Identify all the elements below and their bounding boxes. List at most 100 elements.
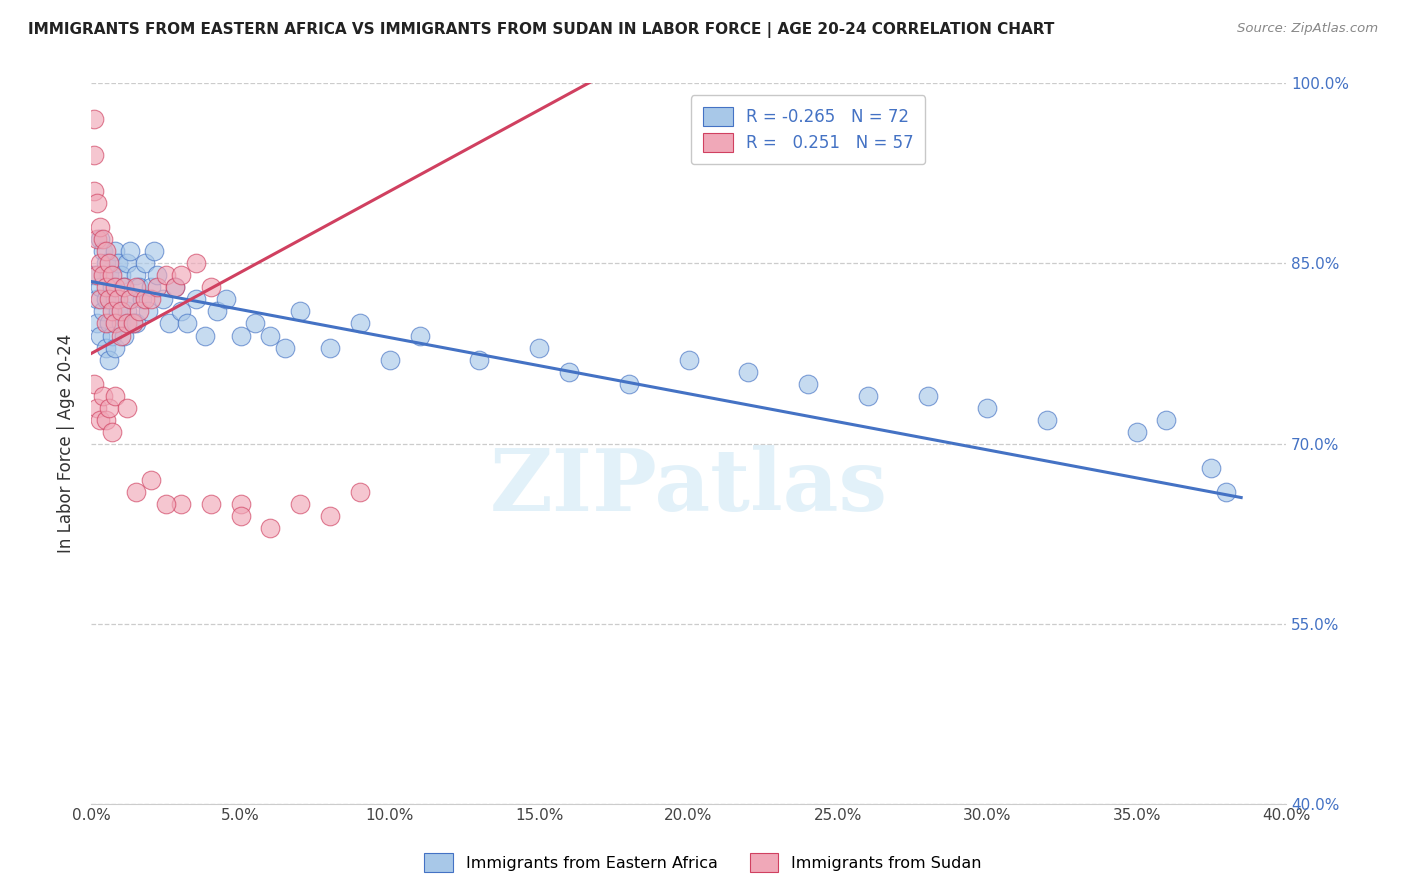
Point: [104, 244, 127, 259]
Point: [122, 317, 145, 331]
Point: [170, 304, 193, 318]
Point: [146, 280, 169, 294]
Point: [94, 317, 117, 331]
Point: [104, 317, 127, 331]
Point: [184, 256, 207, 270]
Point: [110, 328, 132, 343]
Point: [112, 328, 135, 343]
Point: [115, 304, 138, 318]
Point: [107, 304, 129, 318]
Point: [110, 304, 132, 318]
Point: [101, 328, 124, 343]
Point: [89, 256, 111, 270]
Point: [1156, 412, 1178, 426]
Point: [134, 256, 156, 270]
Point: [86, 317, 108, 331]
Point: [94, 341, 117, 355]
Point: [163, 280, 186, 294]
Point: [83, 268, 105, 283]
Point: [245, 317, 267, 331]
Point: [86, 196, 108, 211]
Point: [94, 280, 117, 294]
Point: [86, 232, 108, 246]
Point: [205, 304, 228, 318]
Point: [1215, 484, 1237, 499]
Point: [104, 388, 127, 402]
Point: [104, 293, 127, 307]
Point: [101, 268, 124, 283]
Point: [83, 148, 105, 162]
Point: [229, 508, 252, 523]
Point: [1125, 425, 1147, 439]
Point: [170, 268, 193, 283]
Point: [101, 425, 124, 439]
Point: [917, 388, 939, 402]
Point: [98, 352, 121, 367]
Point: [194, 328, 217, 343]
Point: [91, 388, 114, 402]
Point: [89, 280, 111, 294]
Point: [1201, 460, 1223, 475]
Legend: R = -0.265   N = 72, R =   0.251   N = 57: R = -0.265 N = 72, R = 0.251 N = 57: [690, 95, 925, 164]
Point: [112, 280, 135, 294]
Text: IMMIGRANTS FROM EASTERN AFRICA VS IMMIGRANTS FROM SUDAN IN LABOR FORCE | AGE 20-: IMMIGRANTS FROM EASTERN AFRICA VS IMMIGR…: [28, 22, 1054, 38]
Point: [89, 232, 111, 246]
Point: [112, 280, 135, 294]
Point: [83, 185, 105, 199]
Point: [128, 280, 150, 294]
Point: [91, 244, 114, 259]
Point: [259, 328, 281, 343]
Point: [976, 401, 998, 415]
Point: [152, 293, 174, 307]
Point: [86, 268, 108, 283]
Point: [125, 268, 148, 283]
Point: [128, 304, 150, 318]
Point: [146, 268, 169, 283]
Point: [617, 376, 640, 391]
Point: [118, 293, 141, 307]
Text: ZIPatlas: ZIPatlas: [489, 445, 887, 529]
Point: [558, 364, 581, 378]
Point: [200, 280, 222, 294]
Point: [101, 304, 124, 318]
Point: [134, 293, 156, 307]
Point: [98, 401, 121, 415]
Point: [290, 304, 312, 318]
Point: [115, 401, 138, 415]
Point: [529, 341, 551, 355]
Point: [94, 244, 117, 259]
Point: [163, 280, 186, 294]
Point: [136, 304, 159, 318]
Point: [155, 497, 177, 511]
Point: [155, 268, 177, 283]
Point: [468, 352, 491, 367]
Point: [86, 401, 108, 415]
Point: [319, 341, 342, 355]
Point: [259, 520, 281, 534]
Point: [142, 244, 165, 259]
Point: [89, 293, 111, 307]
Point: [101, 280, 124, 294]
Point: [229, 497, 252, 511]
Point: [98, 317, 121, 331]
Point: [86, 293, 108, 307]
Point: [104, 341, 127, 355]
Point: [91, 232, 114, 246]
Point: [107, 293, 129, 307]
Point: [94, 412, 117, 426]
Point: [115, 317, 138, 331]
Point: [125, 317, 148, 331]
Point: [319, 508, 342, 523]
Point: [83, 112, 105, 127]
Point: [125, 484, 148, 499]
Text: Source: ZipAtlas.com: Source: ZipAtlas.com: [1237, 22, 1378, 36]
Point: [1036, 412, 1059, 426]
Point: [115, 256, 138, 270]
Point: [349, 317, 371, 331]
Point: [797, 376, 820, 391]
Point: [139, 280, 162, 294]
Point: [200, 497, 222, 511]
Point: [98, 256, 121, 270]
Point: [118, 293, 141, 307]
Point: [125, 280, 148, 294]
